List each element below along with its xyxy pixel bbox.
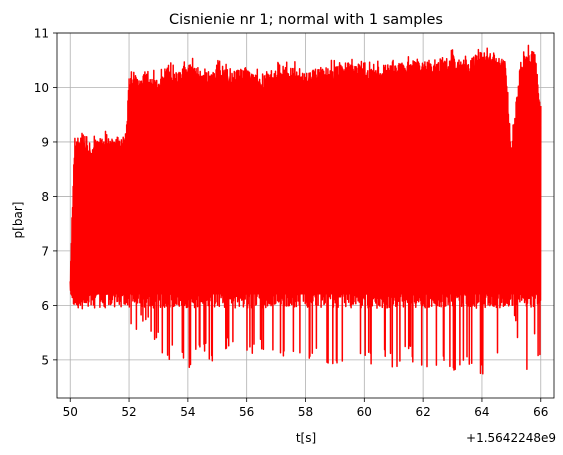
series-line bbox=[69, 44, 542, 375]
y-axis-label: p[bar] bbox=[11, 202, 25, 239]
x-tick-label: 58 bbox=[298, 405, 313, 419]
x-tick-label: 60 bbox=[357, 405, 372, 419]
chart-title: Cisnienie nr 1; normal with 1 samples bbox=[169, 12, 443, 28]
y-tick-label: 7 bbox=[41, 244, 49, 258]
y-tick-label: 6 bbox=[41, 299, 49, 313]
y-tick-label: 11 bbox=[34, 27, 49, 41]
y-tick-label: 8 bbox=[41, 190, 49, 204]
y-tick-label: 5 bbox=[41, 353, 49, 367]
y-axis: 5 6 7 8 9 10 11 bbox=[34, 27, 57, 367]
x-tick-label: 56 bbox=[239, 405, 254, 419]
y-tick-label: 10 bbox=[34, 81, 49, 95]
y-tick-label: 9 bbox=[41, 135, 49, 149]
series-layer bbox=[69, 44, 542, 375]
x-tick-label: 50 bbox=[63, 405, 78, 419]
x-tick-label: 62 bbox=[415, 405, 430, 419]
x-tick-label: 52 bbox=[121, 405, 136, 419]
x-axis-label: t[s] bbox=[296, 431, 316, 445]
x-offset-label: +1.5642248e9 bbox=[466, 431, 556, 445]
x-tick-label: 64 bbox=[474, 405, 489, 419]
x-tick-label: 54 bbox=[180, 405, 195, 419]
x-tick-label: 66 bbox=[533, 405, 548, 419]
x-axis: 50 52 54 56 58 60 62 64 66 bbox=[63, 398, 548, 419]
